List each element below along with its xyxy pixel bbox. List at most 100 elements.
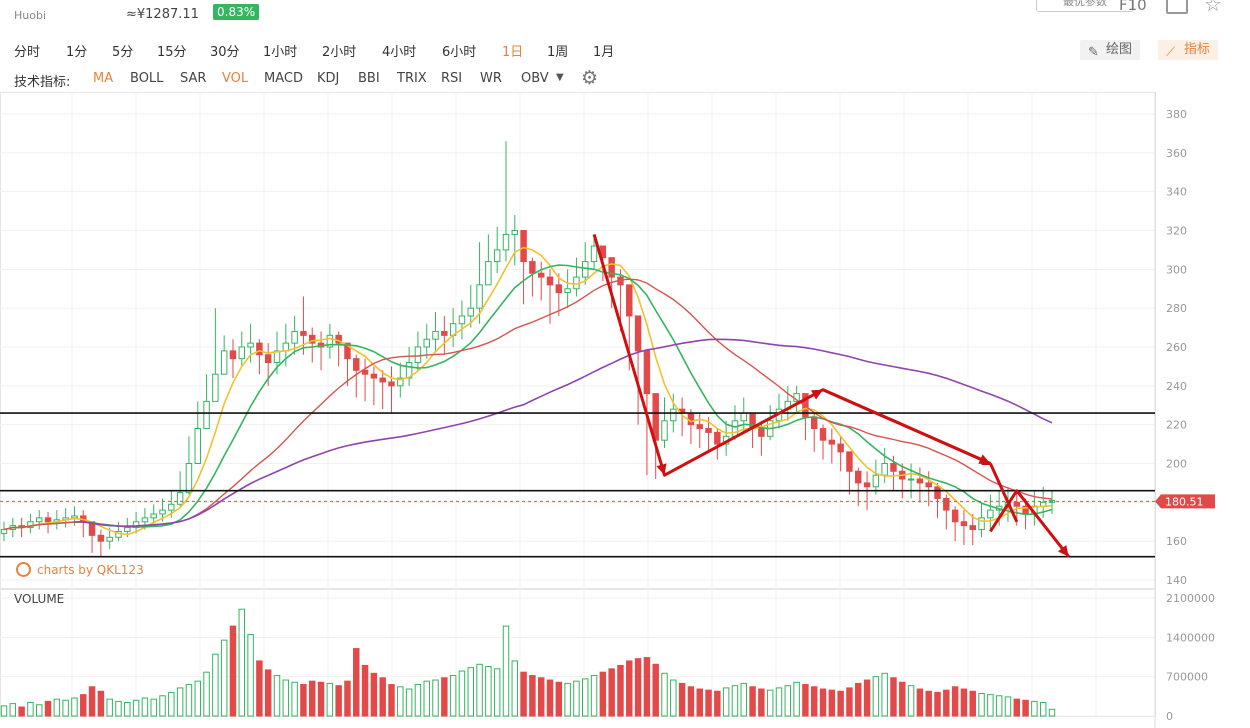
price-tick-label: 140 — [1166, 574, 1187, 587]
price-tick-label: 260 — [1166, 341, 1187, 354]
volume-bar — [0, 705, 8, 717]
volume-bar — [582, 678, 589, 717]
volume-bar — [300, 684, 307, 717]
indicator-tab[interactable]: RSI — [441, 71, 463, 86]
volume-bar — [837, 690, 844, 717]
volume-bar — [44, 700, 52, 717]
volume-bar — [846, 687, 853, 717]
volume-bar — [229, 625, 237, 717]
candle-body — [291, 330, 298, 344]
candle-body — [220, 350, 228, 375]
volume-bar — [1022, 699, 1029, 717]
indicator-tab[interactable]: VOL — [222, 71, 249, 86]
candle-body — [1013, 501, 1021, 507]
volume-bar — [493, 668, 501, 717]
volume-bar — [696, 688, 703, 717]
timeframe-tab[interactable]: 6小时 — [442, 45, 477, 60]
indicator-tab[interactable]: BBI — [358, 71, 380, 86]
price-tick-label: 160 — [1166, 535, 1187, 548]
indicator-tab[interactable]: WR — [480, 71, 502, 86]
volume-bar — [353, 648, 360, 717]
indicator-label: 指标 — [1184, 42, 1211, 57]
volume-bar — [185, 684, 193, 717]
volume-bar — [432, 679, 439, 717]
indicator-tab[interactable]: BOLL — [130, 71, 164, 86]
volume-bar — [652, 663, 659, 717]
ma-line-mid — [3, 264, 1053, 531]
candle-body — [370, 373, 378, 379]
watermark-text: charts by QKL123 — [37, 563, 144, 577]
timeframe-tab[interactable]: 2小时 — [322, 45, 357, 60]
volume-bar — [925, 690, 932, 717]
candle-body — [828, 439, 836, 445]
star-icon[interactable]: ☆ — [1204, 0, 1222, 16]
best-params-button[interactable]: 最优参数 — [1036, 0, 1134, 12]
volume-bar — [423, 680, 430, 717]
candle-body — [71, 515, 78, 519]
candle-body — [300, 330, 307, 336]
candle-body — [714, 431, 721, 445]
candlestick-chart[interactable]: 3803603403203002802602402202001801601402… — [0, 92, 1250, 728]
draw-label: 绘图 — [1106, 42, 1133, 57]
candle-body — [335, 334, 342, 344]
timeframe-tab[interactable]: 15分 — [157, 45, 187, 60]
candle-body — [626, 284, 633, 317]
trend-arrow-path — [989, 462, 1019, 523]
volume-tick-label: 2100000 — [1166, 592, 1215, 605]
candle-body — [264, 354, 272, 364]
timeframe-tab[interactable]: 1分 — [66, 45, 88, 60]
candle-body — [35, 517, 43, 523]
candle-body — [819, 428, 827, 441]
timeframe-tab[interactable]: 分时 — [14, 45, 41, 60]
volume-bar — [159, 695, 166, 717]
candle-body — [458, 315, 466, 325]
volume-bar — [749, 686, 756, 717]
volume-bar — [282, 679, 290, 717]
volume-bar — [626, 660, 633, 717]
candle-body — [846, 451, 853, 472]
indicator-tab[interactable]: MA — [93, 71, 114, 86]
timeframe-tab[interactable]: 1小时 — [263, 45, 298, 60]
candle-body — [608, 257, 615, 278]
indicator-tab[interactable]: MACD — [264, 71, 303, 86]
timeframe-tab[interactable]: 5分 — [112, 45, 134, 60]
volume-bar — [1004, 696, 1012, 717]
volume-bar — [71, 697, 78, 717]
price-tick-label: 380 — [1166, 108, 1187, 121]
watermark: charts by QKL123 — [16, 562, 144, 577]
volume-bar — [106, 698, 113, 717]
timeframe-tab[interactable]: 4小时 — [382, 45, 417, 60]
candle-body — [476, 284, 483, 309]
volume-bar — [132, 699, 140, 717]
timeframe-tab[interactable]: 1日 — [502, 45, 524, 60]
chevron-down-icon[interactable]: ▼ — [556, 72, 564, 83]
volume-bar — [969, 690, 976, 717]
timeframe-tab[interactable]: 1月 — [593, 45, 615, 60]
volume-bar — [890, 677, 897, 717]
gear-icon[interactable]: ⚙ — [581, 67, 599, 89]
volume-bar — [168, 691, 175, 717]
indicator-tab[interactable]: KDJ — [317, 71, 340, 86]
timeframe-tab[interactable]: 1周 — [547, 45, 569, 60]
f10-button[interactable]: F10 — [1119, 0, 1147, 14]
volume-bar — [379, 677, 386, 717]
indicator-button[interactable]: ⟋ 指标 — [1158, 40, 1219, 60]
timeframe-tab[interactable]: 30分 — [210, 45, 240, 60]
volume-bar — [458, 670, 466, 717]
export-icon[interactable] — [1166, 0, 1188, 14]
candle-body — [951, 509, 959, 523]
volume-bar — [810, 686, 818, 717]
indicator-tab[interactable]: SAR — [180, 71, 207, 86]
indicator-tab[interactable]: TRIX — [397, 71, 427, 86]
volume-bar — [687, 686, 695, 717]
volume-bar — [141, 697, 149, 717]
volume-bar — [546, 679, 554, 717]
indicator-tab[interactable]: OBV — [521, 71, 549, 86]
volume-bar — [537, 677, 545, 717]
draw-button[interactable]: ✎ 绘图 — [1080, 40, 1141, 60]
volume-bar — [309, 680, 316, 717]
volume-bar — [740, 682, 747, 717]
arrow-head-icon — [811, 389, 824, 400]
candle-body — [670, 408, 677, 422]
arrow-head-icon — [978, 454, 991, 464]
